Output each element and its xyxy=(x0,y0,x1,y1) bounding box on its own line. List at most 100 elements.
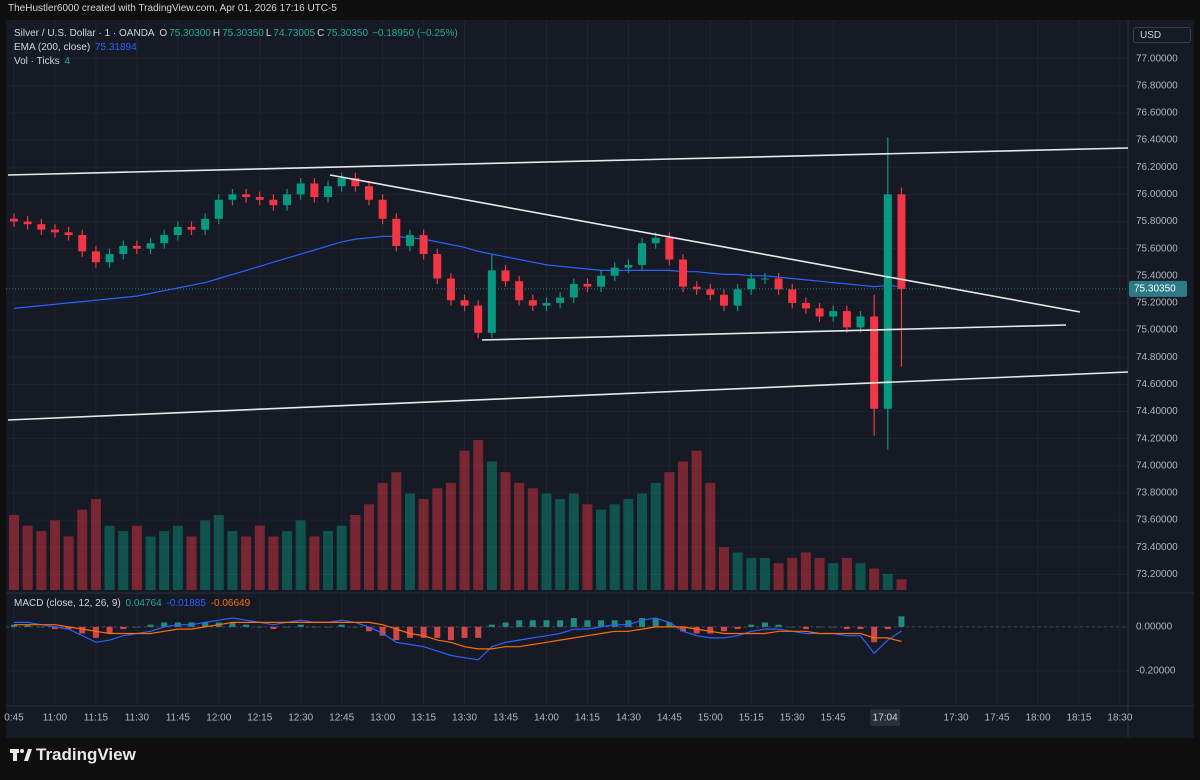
macd-histogram-bar xyxy=(693,626,700,634)
volume-bar xyxy=(445,482,456,590)
volume-bar xyxy=(131,525,142,590)
candle-body xyxy=(187,226,196,230)
macd-histogram-bar xyxy=(584,620,591,627)
volume-bar xyxy=(896,579,907,590)
volume-bar xyxy=(623,498,634,590)
trend-line xyxy=(329,174,1081,313)
y-tick-label: 73.80000 xyxy=(1136,488,1178,499)
ema-legend: EMA (200, close) 75.31894 xyxy=(14,42,139,53)
candle-body xyxy=(283,194,292,206)
candle-body xyxy=(774,278,783,290)
x-tick-label: 11:30 xyxy=(125,713,150,724)
candle-body xyxy=(829,311,838,317)
volume-bar xyxy=(473,440,484,590)
macd-histogram-bar xyxy=(92,626,99,638)
candle-body xyxy=(747,278,756,290)
candle-body xyxy=(255,197,264,200)
volume-bar xyxy=(200,520,211,590)
macd-histogram-bar xyxy=(775,624,782,627)
volume-bar xyxy=(49,520,60,590)
x-tick-label: 12:45 xyxy=(329,713,354,724)
candle-body xyxy=(870,316,879,409)
volume-bar xyxy=(350,515,361,590)
macd-histogram-bar xyxy=(11,624,17,627)
y-tick-label: 76.80000 xyxy=(1136,80,1178,91)
candle-body xyxy=(392,218,401,246)
candle-body xyxy=(515,281,524,301)
candle-body xyxy=(50,229,59,233)
volume-bar xyxy=(705,482,716,590)
macd-histogram-bar xyxy=(338,624,345,627)
volume-bar xyxy=(678,461,689,590)
y-tick-label: 75.00000 xyxy=(1136,325,1178,336)
volume-bar xyxy=(268,536,279,590)
x-tick-label: 17:45 xyxy=(985,713,1010,724)
x-tick-label: 13:00 xyxy=(370,713,395,724)
candle-body xyxy=(760,278,769,280)
macd-histogram-bar xyxy=(147,624,154,627)
volume-bar xyxy=(9,515,19,590)
volume-bar xyxy=(363,504,374,590)
x-tick-label: 18:00 xyxy=(1025,713,1050,724)
volume-bar xyxy=(186,536,197,590)
y-tick-label: 74.40000 xyxy=(1136,406,1178,417)
macd-histogram-bar xyxy=(625,620,632,627)
volume-bar xyxy=(309,536,320,590)
x-tick-label: 11:00 xyxy=(43,713,68,724)
candle-body xyxy=(132,245,141,249)
macd-histogram-bar xyxy=(434,626,441,638)
candle-body xyxy=(501,270,510,282)
currency-button[interactable]: USD xyxy=(1133,27,1191,43)
macd-histogram-bar xyxy=(365,626,372,632)
macd-histogram-bar xyxy=(516,620,523,627)
macd-histogram-bar xyxy=(161,622,168,627)
candle-body xyxy=(351,178,360,187)
volume-bar xyxy=(650,482,661,590)
y-tick-label: 74.60000 xyxy=(1136,379,1178,390)
candle-body xyxy=(692,286,701,290)
volume-bar xyxy=(514,482,525,590)
volume-bar xyxy=(145,536,156,590)
candle-body xyxy=(214,199,223,219)
y-tick-label: 75.80000 xyxy=(1136,216,1178,227)
y-tick-label: 0.00000 xyxy=(1136,621,1173,632)
macd-histogram-bar xyxy=(379,626,386,636)
volume-bar xyxy=(527,488,538,590)
x-tick-label: 17:30 xyxy=(944,713,969,724)
candle-body xyxy=(378,199,387,219)
symbol-legend: Silver / U.S. Dollar · 1 · OANDA O 75.303… xyxy=(14,28,460,39)
volume-bar xyxy=(172,525,183,590)
macd-histogram-bar xyxy=(761,622,768,627)
macd-histogram-bar xyxy=(120,626,127,630)
volume-bar xyxy=(213,515,224,590)
change: −0.18950 (−0.25%) xyxy=(372,28,458,39)
candle-body xyxy=(856,316,865,328)
volume-bar xyxy=(541,493,552,590)
candle-body xyxy=(706,289,715,295)
macd-histogram-bar xyxy=(789,626,796,628)
volume-bar xyxy=(295,520,306,590)
candle-body xyxy=(460,300,469,306)
candle-body xyxy=(556,297,565,303)
x-tick-label: 12:30 xyxy=(288,713,313,724)
crosshair-label-bg xyxy=(870,709,901,726)
macd-histogram-bar xyxy=(734,626,741,630)
candle-body xyxy=(433,254,442,279)
volume-bar xyxy=(323,531,334,590)
macd-histogram-bar xyxy=(284,626,291,628)
macd-histogram-bar xyxy=(871,626,878,643)
candle-body xyxy=(419,235,428,255)
volume-bar xyxy=(404,493,415,590)
macd-histogram-bar xyxy=(475,626,482,638)
ohlc-label: C xyxy=(317,28,325,39)
x-tick-label: 11:15 xyxy=(84,713,109,724)
y-tick-label: 76.00000 xyxy=(1136,189,1178,200)
candle-body xyxy=(91,251,100,263)
macd-histogram-bar xyxy=(639,618,646,627)
ohlc-value: 75.30300 xyxy=(169,28,211,39)
candle-body xyxy=(405,235,414,246)
volume-bar xyxy=(759,557,770,590)
macd-histogram-bar xyxy=(79,626,86,634)
